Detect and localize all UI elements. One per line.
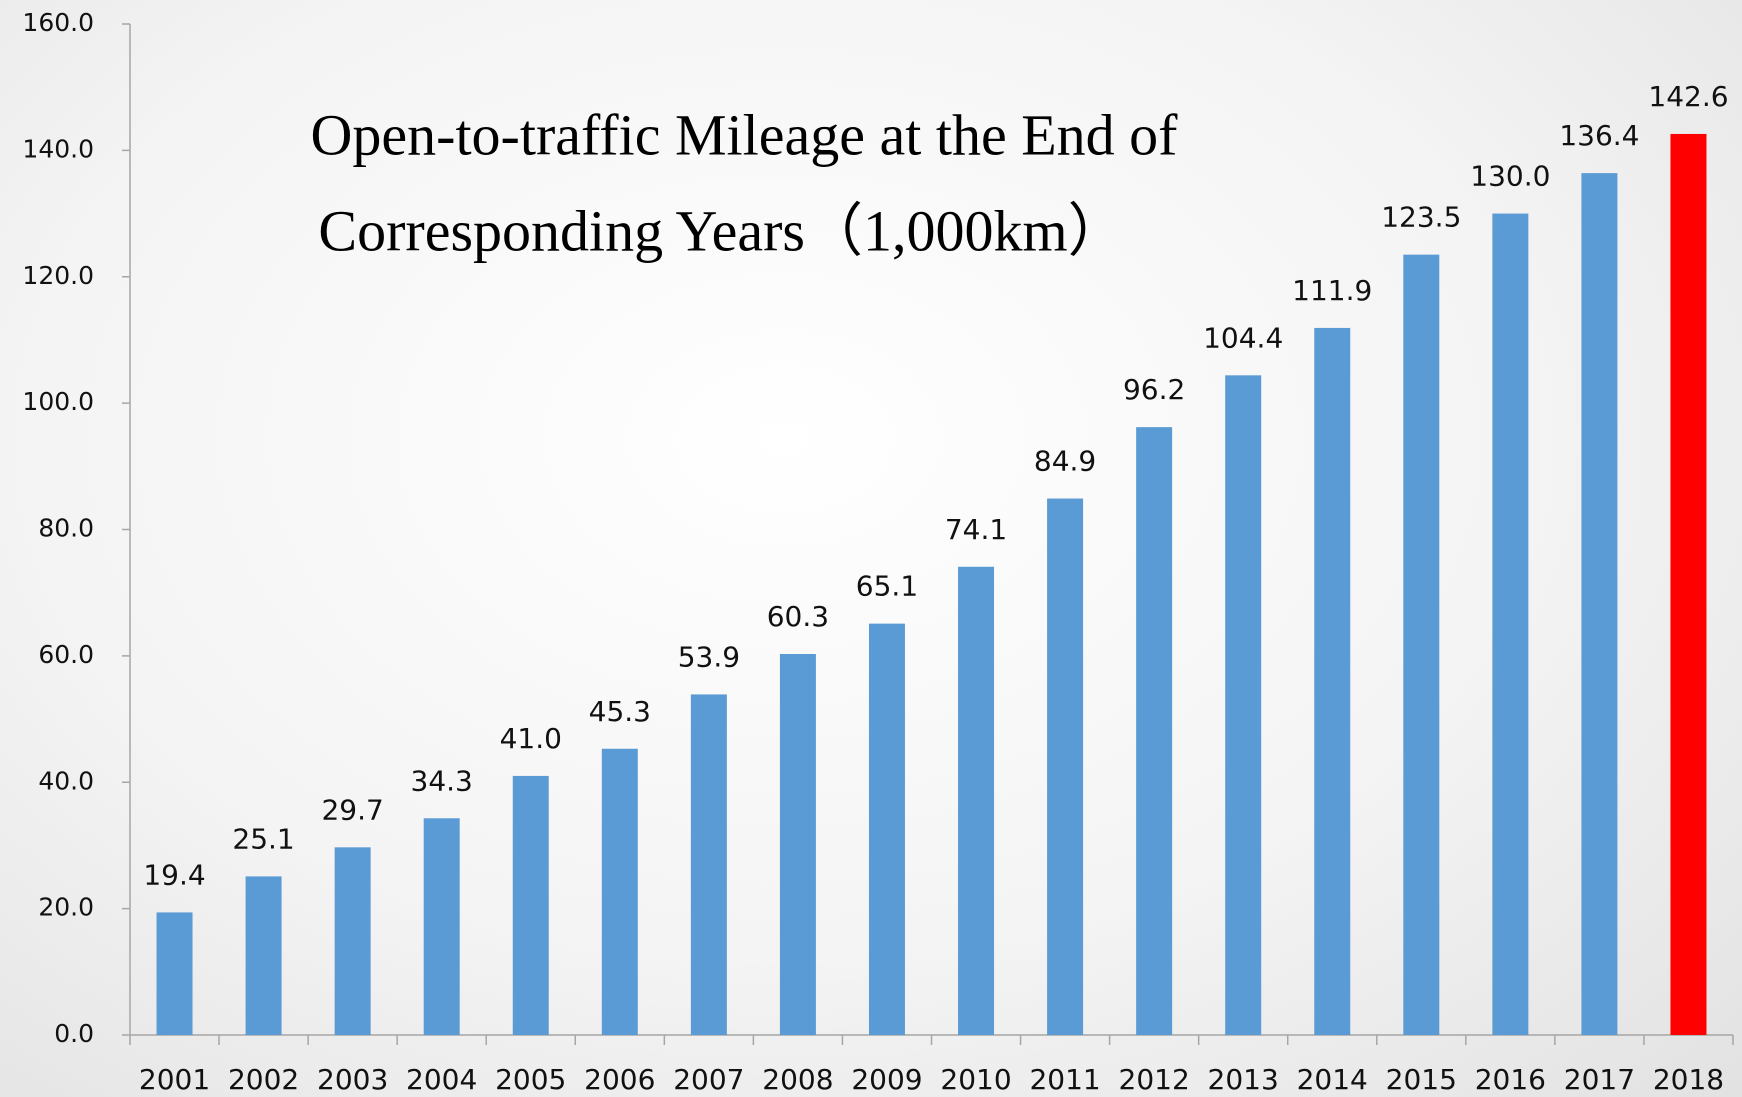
data-label: 19.4 bbox=[143, 858, 205, 891]
x-tick-label: 2008 bbox=[762, 1063, 833, 1096]
chart-title: Corresponding Years（1,000km） bbox=[318, 198, 1125, 263]
x-tick-label: 2013 bbox=[1208, 1063, 1279, 1096]
x-tick-label: 2017 bbox=[1564, 1063, 1635, 1096]
y-tick-label: 80.0 bbox=[38, 514, 94, 543]
data-label: 60.3 bbox=[767, 600, 829, 633]
y-tick-label: 0.0 bbox=[54, 1019, 94, 1048]
bar bbox=[334, 847, 371, 1035]
data-label: 53.9 bbox=[678, 640, 740, 673]
data-label: 29.7 bbox=[321, 793, 383, 826]
bar bbox=[779, 653, 816, 1035]
y-tick-label: 20.0 bbox=[38, 893, 94, 922]
bar bbox=[1670, 133, 1707, 1036]
y-tick-label: 160.0 bbox=[22, 8, 94, 37]
x-tick-label: 2006 bbox=[584, 1063, 655, 1096]
data-label: 74.1 bbox=[945, 513, 1007, 546]
data-label: 34.3 bbox=[411, 764, 473, 797]
data-label: 84.9 bbox=[1034, 445, 1096, 478]
x-tick-label: 2003 bbox=[317, 1063, 388, 1096]
y-tick-label: 120.0 bbox=[22, 261, 94, 290]
bar bbox=[1492, 213, 1529, 1035]
bar bbox=[1047, 498, 1084, 1036]
x-tick-label: 2012 bbox=[1119, 1063, 1190, 1096]
bar bbox=[245, 876, 282, 1035]
x-tick-label: 2004 bbox=[406, 1063, 477, 1096]
data-label: 136.4 bbox=[1559, 119, 1639, 152]
bar bbox=[1225, 375, 1262, 1035]
x-tick-label: 2011 bbox=[1029, 1063, 1100, 1096]
y-tick-label: 100.0 bbox=[22, 387, 94, 416]
data-label: 45.3 bbox=[589, 695, 651, 728]
x-tick-label: 2016 bbox=[1475, 1063, 1546, 1096]
x-tick-label: 2014 bbox=[1297, 1063, 1368, 1096]
bar bbox=[1403, 254, 1440, 1035]
x-tick-label: 2002 bbox=[228, 1063, 299, 1096]
bar bbox=[958, 566, 995, 1035]
bar bbox=[156, 912, 193, 1035]
y-tick-label: 140.0 bbox=[22, 134, 94, 163]
x-tick-label: 2005 bbox=[495, 1063, 566, 1096]
x-tick-label: 2001 bbox=[139, 1063, 210, 1096]
data-label: 123.5 bbox=[1381, 201, 1461, 234]
x-tick-label: 2007 bbox=[673, 1063, 744, 1096]
x-tick-label: 2010 bbox=[940, 1063, 1011, 1096]
bar bbox=[423, 818, 460, 1035]
data-label: 25.1 bbox=[232, 822, 294, 855]
data-label: 65.1 bbox=[856, 570, 918, 603]
x-tick-label: 2015 bbox=[1386, 1063, 1457, 1096]
data-label: 142.6 bbox=[1648, 80, 1728, 113]
y-tick-label: 40.0 bbox=[38, 766, 94, 795]
bar bbox=[601, 748, 638, 1035]
bar bbox=[1314, 327, 1351, 1035]
data-label: 130.0 bbox=[1470, 160, 1550, 193]
y-tick-label: 60.0 bbox=[38, 640, 94, 669]
chart-title: Open-to-traffic Mileage at the End of bbox=[311, 102, 1179, 167]
bar bbox=[868, 623, 905, 1035]
x-tick-label: 2009 bbox=[851, 1063, 922, 1096]
bar bbox=[512, 775, 549, 1035]
data-label: 96.2 bbox=[1123, 373, 1185, 406]
x-tick-label: 2018 bbox=[1653, 1063, 1724, 1096]
bar bbox=[1581, 173, 1618, 1035]
data-label: 111.9 bbox=[1292, 274, 1372, 307]
bar bbox=[1136, 427, 1173, 1036]
bar bbox=[690, 694, 727, 1035]
data-label: 104.4 bbox=[1203, 321, 1283, 354]
data-label: 41.0 bbox=[500, 722, 562, 755]
